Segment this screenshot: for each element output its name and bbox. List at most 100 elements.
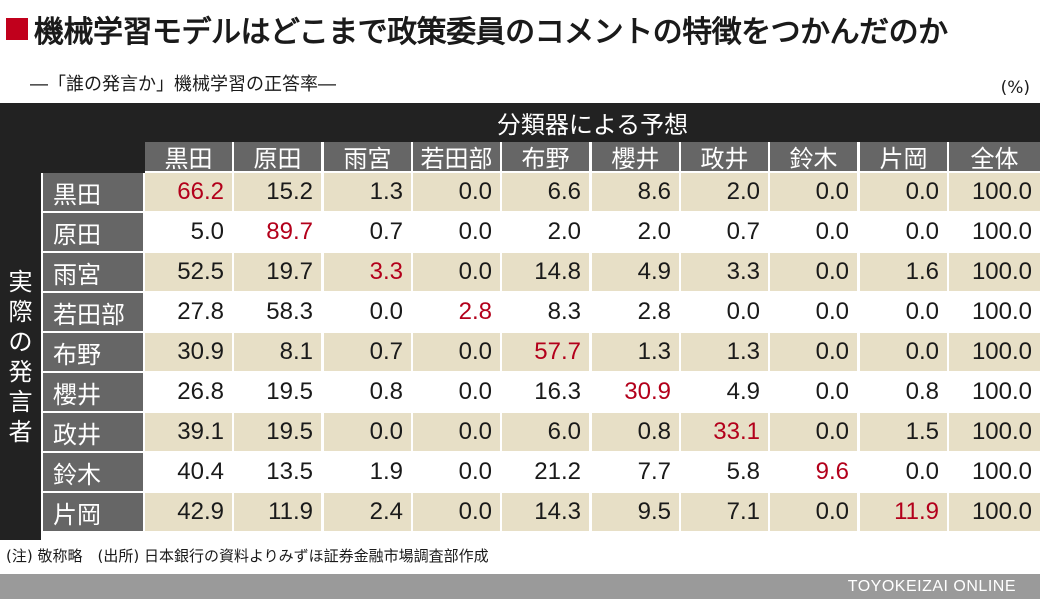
table-cell: 0.0 <box>860 173 947 211</box>
table-cell: 7.7 <box>592 453 679 491</box>
table-cell-correct: 2.8 <box>413 293 500 331</box>
table-cell: 0.0 <box>770 253 857 291</box>
row-header: 片岡 <box>43 493 143 531</box>
table-cell: 1.3 <box>324 173 411 211</box>
table-cell: 0.0 <box>770 173 857 211</box>
row-header: 政井 <box>43 413 143 451</box>
table-cell-correct: 57.7 <box>502 333 589 371</box>
table-cell-correct: 11.9 <box>860 493 947 531</box>
table-cell: 58.3 <box>234 293 321 331</box>
table-cell: 30.9 <box>145 333 232 371</box>
table-cell: 3.3 <box>681 253 768 291</box>
unit-label: (%) <box>1000 78 1030 98</box>
table-cell: 2.0 <box>681 173 768 211</box>
table-cell: 100.0 <box>949 373 1040 411</box>
table-cell: 2.4 <box>324 493 411 531</box>
table-cell: 42.9 <box>145 493 232 531</box>
column-header: 鈴木 <box>770 142 857 173</box>
table-cell: 16.3 <box>502 373 589 411</box>
table-cell: 8.6 <box>592 173 679 211</box>
table-cell: 100.0 <box>949 493 1040 531</box>
table-cell: 0.0 <box>324 413 411 451</box>
row-header: 原田 <box>43 213 143 251</box>
row-group-header-char: 発 <box>8 357 33 386</box>
column-header: 政井 <box>681 142 768 173</box>
table-cell: 0.0 <box>770 413 857 451</box>
table-cell: 100.0 <box>949 413 1040 451</box>
row-group-header-char: 際 <box>8 297 33 326</box>
table-cell: 0.0 <box>860 293 947 331</box>
table-cell: 19.5 <box>234 373 321 411</box>
table-cell: 100.0 <box>949 173 1040 211</box>
table-cell: 0.0 <box>770 333 857 371</box>
table-cell: 4.9 <box>681 373 768 411</box>
table-cell: 0.0 <box>681 293 768 331</box>
row-group-header-char: 言 <box>8 387 33 416</box>
table-cell: 0.0 <box>770 213 857 251</box>
row-group-header-char: の <box>8 327 33 356</box>
table-cell: 21.2 <box>502 453 589 491</box>
page-title: 機械学習モデルはどこまで政策委員のコメントの特徴をつかんだのか <box>6 6 948 52</box>
table-cell: 8.1 <box>234 333 321 371</box>
table-cell: 100.0 <box>949 253 1040 291</box>
table-cell: 27.8 <box>145 293 232 331</box>
table-cell: 7.1 <box>681 493 768 531</box>
table-cell: 0.0 <box>860 453 947 491</box>
source-note: (注) 敬称略 (出所) 日本銀行の資料よりみずほ証券金融市場調査部作成 <box>6 547 489 565</box>
table-corner <box>0 103 145 173</box>
table-cell: 1.3 <box>592 333 679 371</box>
table-cell: 0.0 <box>860 213 947 251</box>
table-cell: 0.8 <box>324 373 411 411</box>
row-header: 若田部 <box>43 293 143 331</box>
table-cell: 1.6 <box>860 253 947 291</box>
title-marker-icon <box>6 18 28 40</box>
table-cell: 6.6 <box>502 173 589 211</box>
table-cell: 0.0 <box>324 293 411 331</box>
table-cell: 0.0 <box>413 333 500 371</box>
table-cell: 1.5 <box>860 413 947 451</box>
column-header: 若田部 <box>413 142 500 173</box>
table-cell: 26.8 <box>145 373 232 411</box>
table-cell: 0.7 <box>324 333 411 371</box>
table-cell: 100.0 <box>949 453 1040 491</box>
table-cell: 52.5 <box>145 253 232 291</box>
row-header: 黒田 <box>43 173 143 211</box>
table-cell: 5.8 <box>681 453 768 491</box>
column-header: 片岡 <box>860 142 947 173</box>
table-cell-correct: 30.9 <box>592 373 679 411</box>
table-cell-correct: 9.6 <box>770 453 857 491</box>
table-cell: 0.0 <box>770 293 857 331</box>
table-cell: 0.0 <box>413 253 500 291</box>
table-cell: 0.7 <box>324 213 411 251</box>
table-cell: 100.0 <box>949 213 1040 251</box>
title-text: 機械学習モデルはどこまで政策委員のコメントの特徴をつかんだのか <box>34 15 948 50</box>
table-cell: 0.0 <box>770 493 857 531</box>
table-cell: 14.8 <box>502 253 589 291</box>
table-cell: 8.3 <box>502 293 589 331</box>
column-header: 雨宮 <box>324 142 411 173</box>
column-header: 櫻井 <box>592 142 679 173</box>
column-header: 原田 <box>234 142 321 173</box>
table-cell: 5.0 <box>145 213 232 251</box>
table-cell: 2.0 <box>592 213 679 251</box>
subtitle: ―「誰の発言か」機械学習の正答率― <box>30 74 336 95</box>
table-cell: 0.8 <box>592 413 679 451</box>
table-cell: 0.7 <box>681 213 768 251</box>
table-cell-correct: 89.7 <box>234 213 321 251</box>
table-cell: 0.0 <box>413 173 500 211</box>
table-cell: 0.0 <box>413 413 500 451</box>
table-cell: 19.7 <box>234 253 321 291</box>
row-group-header-char: 実 <box>8 267 33 296</box>
table-cell: 0.0 <box>770 373 857 411</box>
column-header: 布野 <box>502 142 589 173</box>
table-cell-correct: 3.3 <box>324 253 411 291</box>
row-header: 雨宮 <box>43 253 143 291</box>
table-cell: 6.0 <box>502 413 589 451</box>
table-cell: 0.0 <box>413 213 500 251</box>
table-cell-correct: 66.2 <box>145 173 232 211</box>
table-cell: 14.3 <box>502 493 589 531</box>
row-group-header: 実際の発言者 <box>0 173 41 540</box>
accuracy-table: 分類器による予想 実際の発言者 黒田 原田 雨宮 若田部 布野 櫻井 政井 鈴木 片岡 全体 黒田 6… <box>0 103 1040 540</box>
table-cell: 0.8 <box>860 373 947 411</box>
row-header: 櫻井 <box>43 373 143 411</box>
